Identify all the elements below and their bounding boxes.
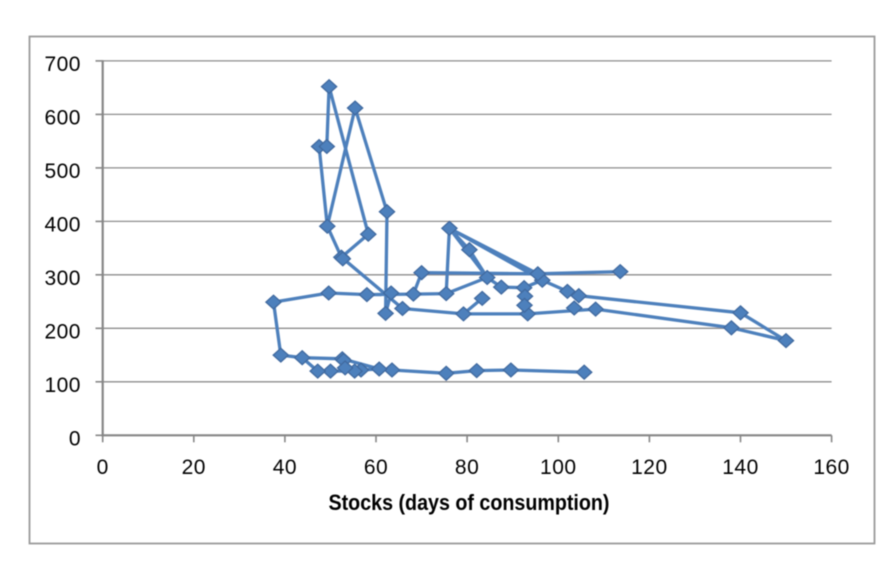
svg-text:20: 20: [182, 456, 206, 479]
svg-text:Stocks (days of consumption): Stocks (days of consumption): [329, 490, 610, 515]
svg-text:80: 80: [455, 456, 479, 479]
svg-text:300: 300: [44, 267, 81, 290]
svg-text:500: 500: [44, 160, 81, 183]
svg-text:140: 140: [722, 456, 759, 479]
svg-text:0: 0: [97, 456, 109, 479]
svg-text:0: 0: [69, 427, 81, 450]
svg-text:600: 600: [44, 106, 81, 129]
svg-text:200: 200: [44, 320, 81, 343]
svg-text:60: 60: [364, 456, 388, 479]
svg-text:40: 40: [273, 456, 297, 479]
svg-text:400: 400: [44, 213, 81, 236]
svg-text:100: 100: [44, 374, 81, 397]
svg-text:120: 120: [631, 456, 668, 479]
svg-text:700: 700: [44, 53, 81, 76]
svg-text:160: 160: [813, 456, 850, 479]
svg-text:100: 100: [540, 456, 577, 479]
